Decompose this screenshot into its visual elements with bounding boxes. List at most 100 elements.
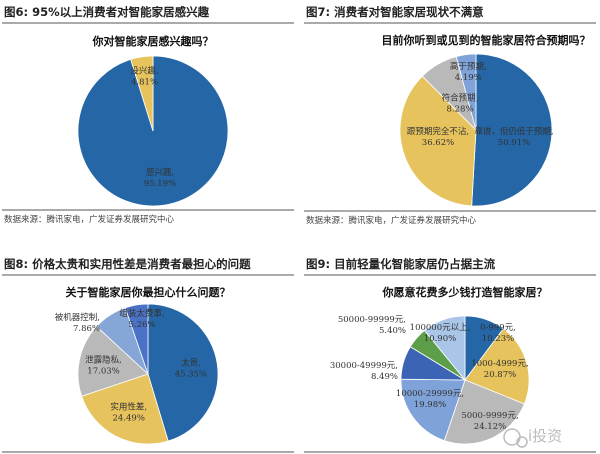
slice-label-comma: , <box>97 313 100 323</box>
watermark-text: i投资 <box>528 427 562 445</box>
slice-label: 5000-9999元, 24.12% <box>461 411 518 432</box>
pie-slice <box>423 315 466 382</box>
slice-label: 高于预期, 4.19% <box>450 61 487 83</box>
slice-label-value: 95.19% <box>144 179 176 189</box>
source-note: 数据来源：腾讯家电，广发证券发展研究中心 <box>306 215 477 226</box>
slice-label-name: 100000元以上 <box>410 323 468 333</box>
slice-label-value: 20.87% <box>484 370 516 380</box>
slice-label-comma: , <box>403 315 406 325</box>
slice-label-name: 被机器控制 <box>55 312 98 323</box>
slice-label: 靠谱，但仍低于预期, 50.91% <box>474 126 553 148</box>
pie-slice <box>443 379 525 445</box>
slice-label-value: 19.98% <box>414 400 446 410</box>
slice-label-name: 50000-99999元 <box>338 315 404 325</box>
slice-label-name: 30000-49999元 <box>330 361 396 371</box>
figure-heading: 图7: 消费者对智能家居现状不满意 <box>306 5 484 19</box>
figure-heading: 图9: 目前轻量化智能家居仍占据主流 <box>306 257 496 271</box>
slice-label-value: 24.49% <box>112 413 144 423</box>
slice-label: 跟预期完全不沾, 36.62% <box>407 126 469 148</box>
slice-label-comma: , <box>198 359 201 369</box>
slice-label-name: 高于预期 <box>450 61 484 72</box>
slice-label-comma: , <box>162 309 165 319</box>
slice-label-name: 组装太费事 <box>119 308 162 319</box>
chart-title: 你愿意花费多少钱打造智能家居？ <box>382 285 548 299</box>
slice-label: 100000元以上, 10.90% <box>410 323 471 344</box>
slice-label-value: 45.35% <box>175 370 207 380</box>
slice-label-comma: , <box>516 411 519 421</box>
figure-heading: 图6: 95%以上消费者对智能家居感兴趣 <box>4 5 210 19</box>
slice-label-comma: , <box>461 389 464 399</box>
chart-title: 你对智能家居感兴趣吗？ <box>92 34 214 48</box>
slice-label-comma: , <box>466 127 469 137</box>
slice-label-value: 4.81% <box>131 77 158 87</box>
slice-label-comma: , <box>171 168 174 178</box>
slice-label-name: 没兴趣 <box>130 65 156 76</box>
pie-slice <box>124 303 149 375</box>
slice-label-comma: , <box>468 323 471 333</box>
pie-slice <box>464 328 530 405</box>
slice-label-name: 1000-4999元 <box>471 359 526 369</box>
wechat-bubble-icon <box>503 428 528 448</box>
slice-label: 泄露隐私, 17.03% <box>85 354 122 376</box>
pie-slice <box>130 55 154 132</box>
slice-label: 30000-49999元, 8.49% <box>330 361 398 382</box>
pie-slice <box>455 53 477 131</box>
slice-label: 没兴趣, 4.81% <box>130 65 158 87</box>
pie-slice <box>399 75 477 207</box>
slice-label-value: 8.49% <box>371 372 398 382</box>
slice-label-value: 5.26% <box>128 320 155 330</box>
chart-title: 目前你听到或见到的智能家居符合预期吗？ <box>382 33 591 47</box>
slice-label-value: 36.62% <box>422 138 454 148</box>
slice-label-name: 跟预期完全不沾 <box>407 126 467 137</box>
slice-label-name: 靠谱，但仍低于预期 <box>474 126 551 137</box>
slice-label: 符合预期, 8.28% <box>442 92 479 114</box>
pie-slice <box>77 325 149 397</box>
slice-label-name: 10000-29999元 <box>396 389 462 399</box>
slice-label-comma: , <box>144 402 147 412</box>
source-note: 数据来源：腾讯家电，广发证券发展研究中心 <box>4 214 175 225</box>
figure-heading: 图8: 价格太贵和实用性差是消费者最担心的问题 <box>4 257 251 271</box>
slice-label: 50000-99999元, 5.40% <box>338 315 406 336</box>
slice-label: 组装太费事, 5.26% <box>119 308 164 330</box>
slice-label-name: 太贵 <box>181 358 199 369</box>
pie-slice <box>147 303 219 442</box>
bubble-shape <box>516 436 528 448</box>
slice-label-comma: , <box>551 127 554 137</box>
slice-label-value: 8.28% <box>447 104 474 114</box>
slice-label: 太贵, 45.35% <box>175 358 207 380</box>
slice-label-name: 符合预期 <box>442 92 476 103</box>
slice-label-value: 50.91% <box>498 138 530 148</box>
slice-label-comma: , <box>156 66 159 76</box>
slice-label-comma: , <box>395 361 398 371</box>
slice-label: 感兴趣, 95.19% <box>144 167 176 189</box>
slice-label-value: 24.12% <box>474 422 506 432</box>
pie-slice <box>400 378 466 442</box>
slice-label-comma: , <box>513 323 516 333</box>
slice-label: 被机器控制, 7.86% <box>55 312 100 334</box>
slice-label-name: 感兴趣 <box>146 167 172 178</box>
slice-label-comma: , <box>526 359 529 369</box>
slice-label-value: 10.23% <box>482 334 514 344</box>
slice-label-value: 10.90% <box>424 334 456 344</box>
slice-label-name: 泄露隐私 <box>85 354 120 365</box>
pie-slice <box>471 53 553 207</box>
pie-slice <box>81 373 169 445</box>
slice-label: 实用性差, 24.49% <box>110 401 147 423</box>
slice-label-comma: , <box>119 355 122 365</box>
slice-label: 1000-4999元, 20.87% <box>471 359 528 380</box>
slice-label-name: 5000-9999元 <box>461 411 516 421</box>
slice-label: 0-999元, 10.23% <box>480 323 516 344</box>
slice-label-comma: , <box>484 62 487 72</box>
chart-title: 关于智能家居你最担心什么问题？ <box>66 285 231 299</box>
slice-label-comma: , <box>476 93 479 103</box>
slice-label-name: 实用性差 <box>110 401 144 412</box>
slice-label: 10000-29999元, 19.98% <box>396 389 464 410</box>
slice-label-name: 0-999元 <box>480 323 514 333</box>
slice-label-value: 7.86% <box>73 324 100 334</box>
